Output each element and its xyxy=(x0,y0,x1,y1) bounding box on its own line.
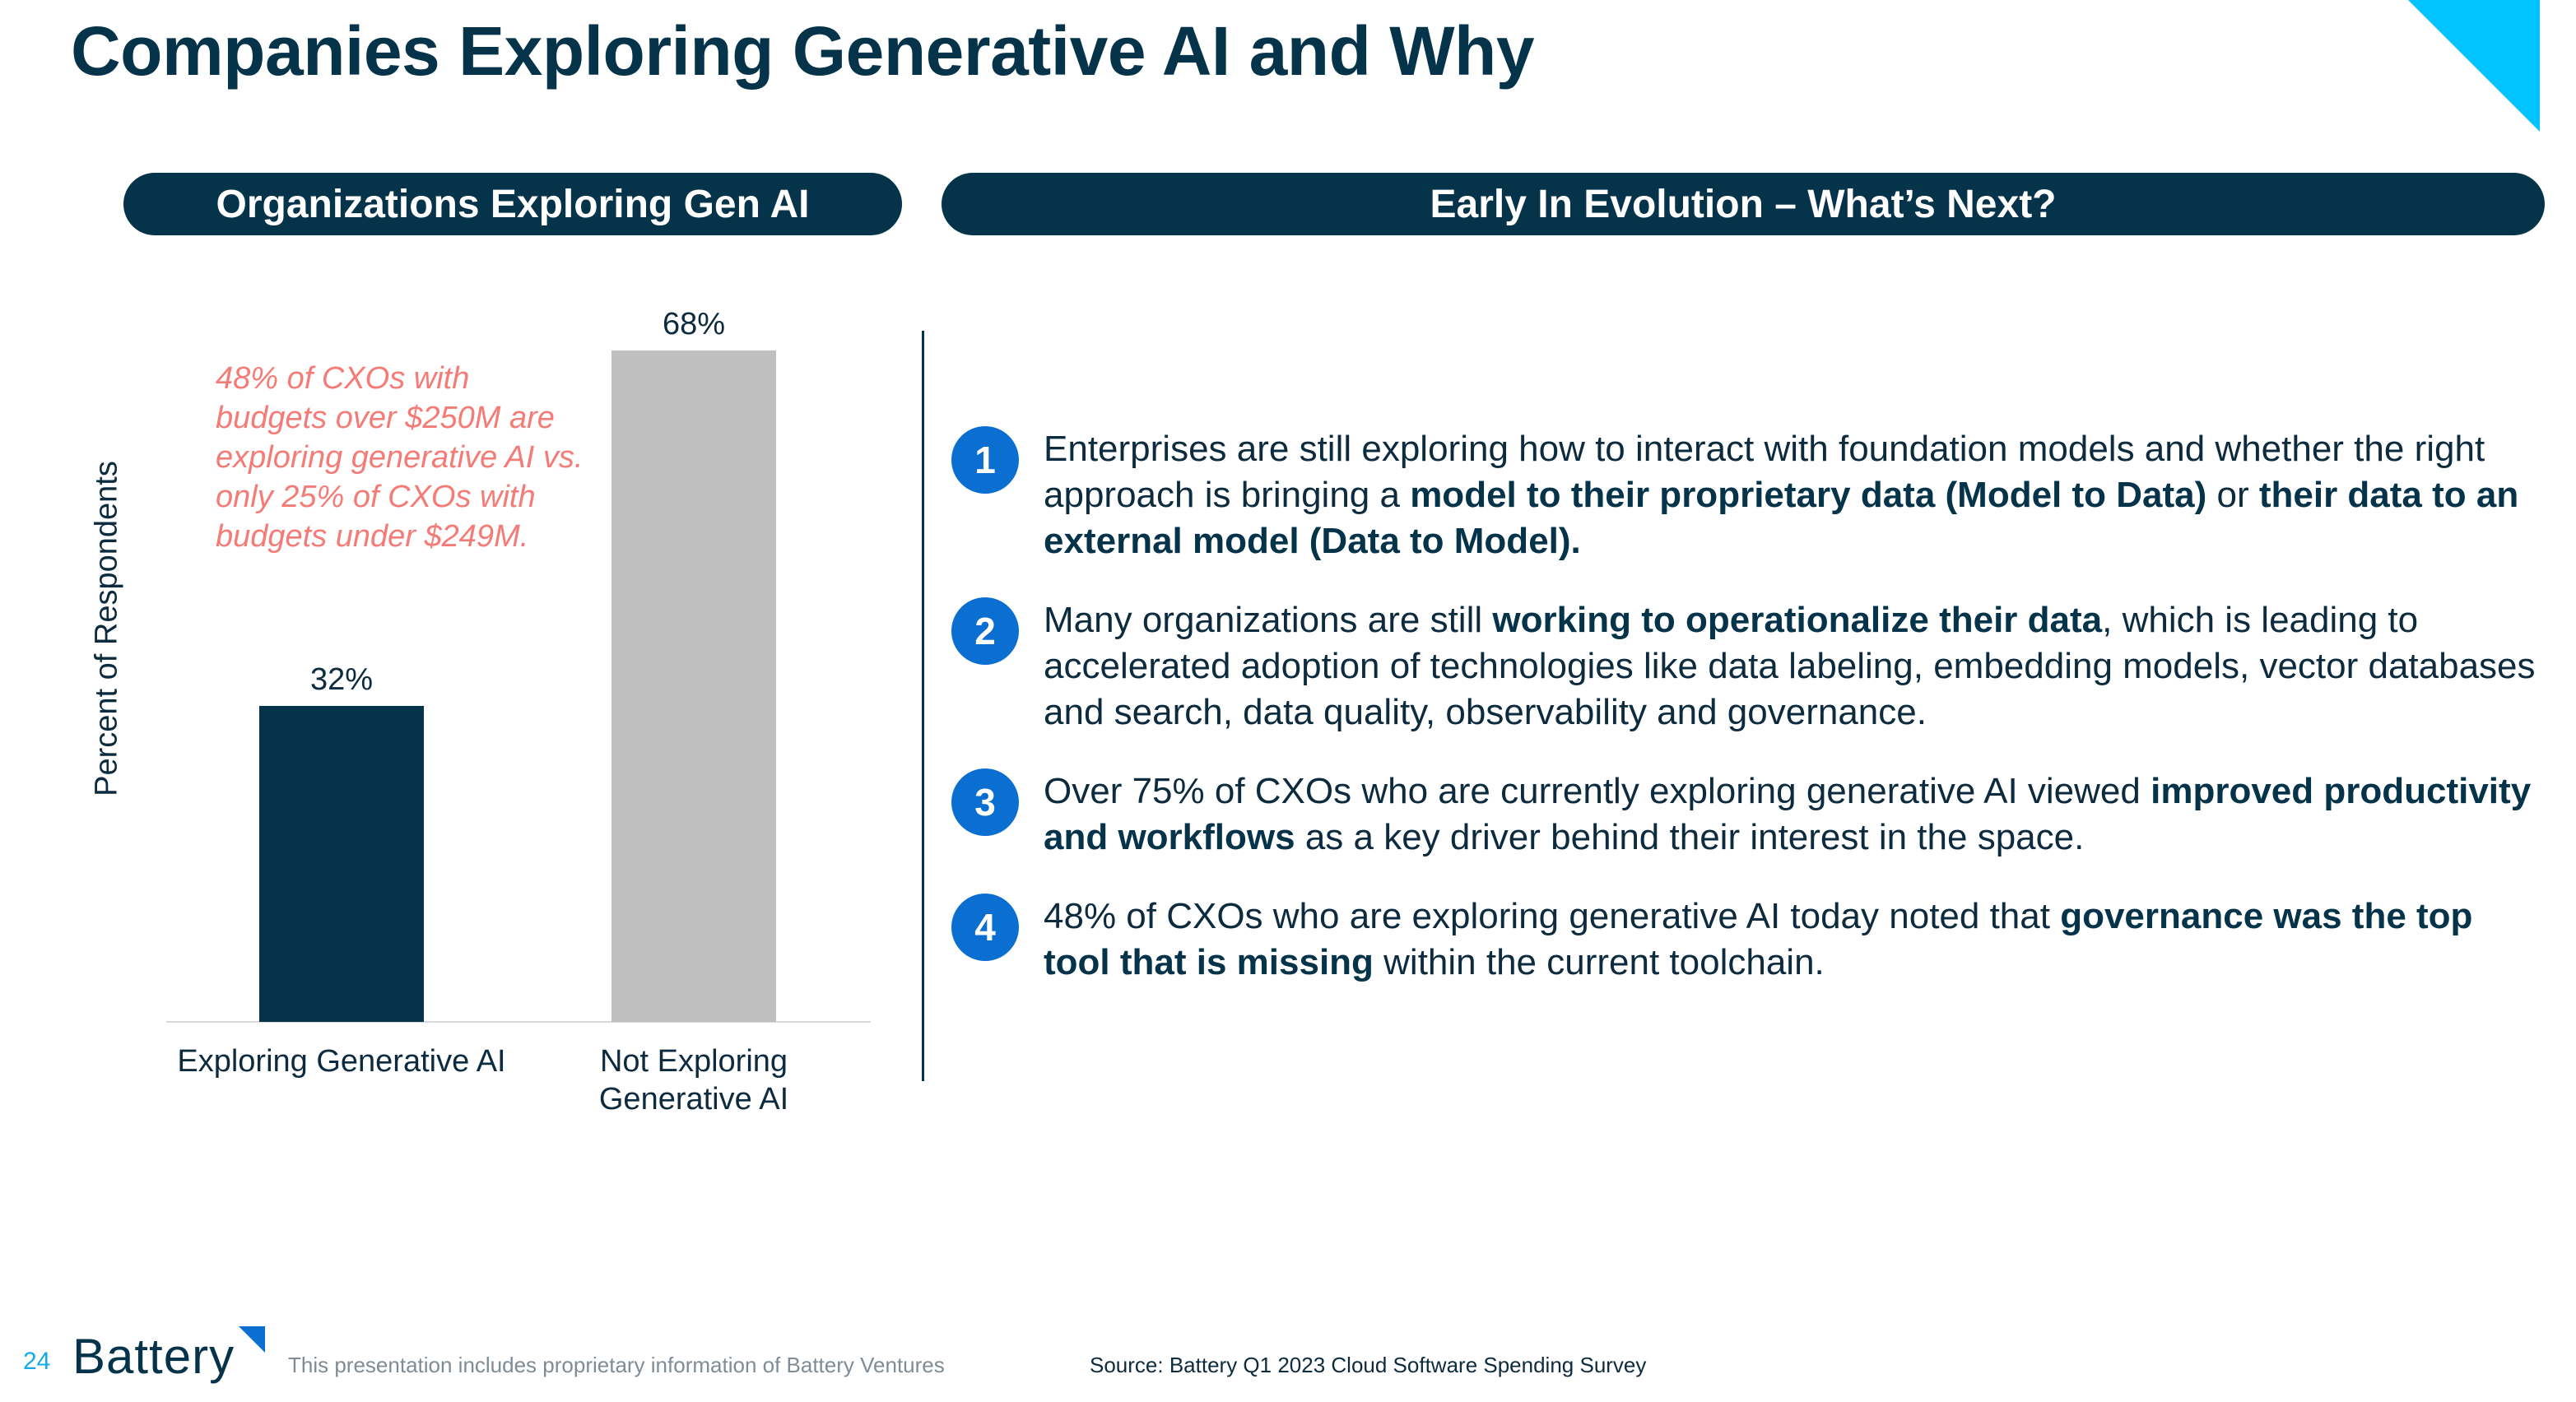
insight-text-segment: Many organizations are still xyxy=(1044,600,1493,640)
proprietary-note: This presentation includes proprietary i… xyxy=(288,1353,945,1377)
right-section-header-label: Early In Evolution – What’s Next? xyxy=(1430,182,2057,226)
battery-logo: Battery xyxy=(72,1329,235,1384)
insight-emphasis: model to their proprietary data (Model t… xyxy=(1410,475,2207,515)
bar-value-label: 68% xyxy=(663,307,725,341)
insight-text: Enterprises are still exploring how to i… xyxy=(1044,426,2548,564)
number-badge: 2 xyxy=(951,597,1019,665)
insight-text: Many organizations are still working to … xyxy=(1044,597,2548,736)
left-section-header-label: Organizations Exploring Gen AI xyxy=(216,182,810,226)
insights-list: 1 Enterprises are still exploring how to … xyxy=(951,426,2548,1019)
number-badge: 3 xyxy=(951,768,1019,836)
page-number: 24 xyxy=(23,1348,51,1375)
corner-accent-triangle xyxy=(2408,0,2540,132)
page-title: Companies Exploring Generative AI and Wh… xyxy=(71,12,1535,90)
battery-logo-mark-icon xyxy=(239,1326,265,1353)
insight-item: 1 Enterprises are still exploring how to … xyxy=(951,426,2548,564)
number-badge: 1 xyxy=(951,426,1019,494)
x-tick-label: Not Exploring Generative AI xyxy=(599,1044,788,1116)
bar-exploring xyxy=(259,706,424,1022)
bar-chart: 32% Exploring Generative AI 68% Not Explori… xyxy=(166,307,871,1116)
insight-text-segment: Enterprises are still exploring how to i… xyxy=(1044,429,2485,515)
insight-text-segment: , which is leading to accelerated adopti… xyxy=(1044,600,2536,732)
bar-not-exploring xyxy=(611,350,776,1022)
insight-item: 4 48% of CXOs who are exploring generativ… xyxy=(951,894,2548,986)
insight-text-segment: 48% of CXOs who are exploring generative… xyxy=(1044,896,2061,936)
insight-item: 3 Over 75% of CXOs who are currently expl… xyxy=(951,768,2548,861)
right-section-header: Early In Evolution – What’s Next? xyxy=(942,173,2545,235)
insight-text-segment: within the current toolchain. xyxy=(1373,942,1825,982)
insight-text: 48% of CXOs who are exploring generative… xyxy=(1044,894,2548,986)
insight-text-segment: Over 75% of CXOs who are currently explo… xyxy=(1044,771,2151,811)
insight-emphasis: improved productivity and workflows xyxy=(1044,771,2532,857)
insight-text: Over 75% of CXOs who are currently explo… xyxy=(1044,768,2548,861)
vertical-divider xyxy=(922,331,924,1081)
insight-emphasis: their data to an external model (Data to… xyxy=(1044,475,2519,561)
insight-emphasis: governance was the top tool that is miss… xyxy=(1044,896,2473,982)
insight-text-segment: or xyxy=(2206,475,2259,515)
source-note: Source: Battery Q1 2023 Cloud Software S… xyxy=(1090,1353,1647,1377)
insight-item: 2 Many organizations are still working to… xyxy=(951,597,2548,736)
x-tick-label: Exploring Generative AI xyxy=(177,1044,505,1079)
bar-value-label: 32% xyxy=(310,662,373,697)
insight-text-segment: as a key driver behind their interest in… xyxy=(1295,817,2085,857)
chart-annotation: 48% of CXOs with budgets over $250M are … xyxy=(216,361,584,554)
left-section-header: Organizations Exploring Gen AI xyxy=(123,173,902,235)
y-axis-label: Percent of Respondents xyxy=(89,461,124,796)
insight-emphasis: working to operationalize their data xyxy=(1492,600,2103,640)
number-badge: 4 xyxy=(951,894,1019,961)
